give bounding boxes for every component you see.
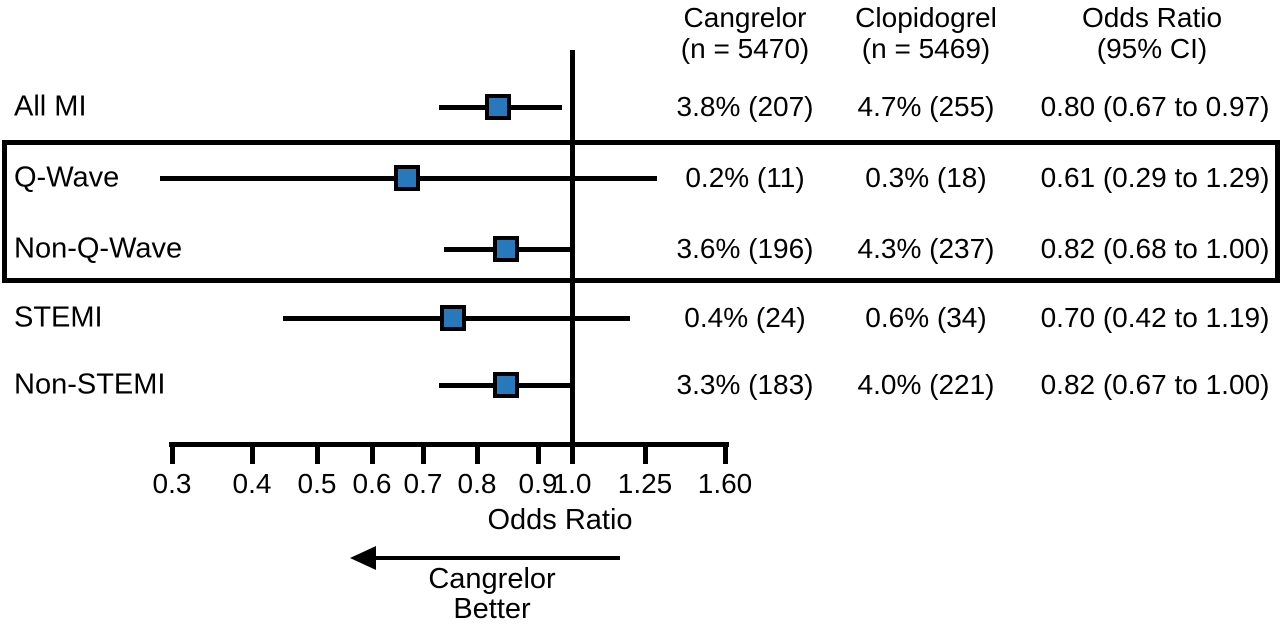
column-header-clopidogrel-line2: (n = 5469)	[861, 33, 991, 64]
direction-arrow-shaft	[372, 556, 620, 560]
cangrelor-value: 0.4% (24)	[684, 302, 806, 333]
row-label-non-stemi: Non-STEMI	[14, 368, 166, 401]
x-axis-tick-label: 0.3	[152, 468, 192, 499]
left-arrow-icon	[350, 546, 376, 570]
odds-ratio-value: 0.61 (0.29 to 1.29)	[1040, 162, 1270, 193]
or-marker	[492, 236, 519, 262]
or-marker	[484, 94, 511, 120]
x-axis-tick-label: 0.6	[352, 468, 392, 499]
x-axis-tick-label: 0.4	[232, 468, 272, 499]
column-header-clopidogrel: Clopidogrel (n = 5469)	[855, 2, 997, 64]
x-axis-tick-label: 0.7	[403, 468, 443, 499]
x-axis-tick-label: 0.5	[297, 468, 337, 499]
x-axis-tick	[535, 442, 541, 464]
or-marker	[394, 165, 421, 191]
clopidogrel-value: 4.3% (237)	[857, 233, 995, 264]
clopidogrel-value: 0.3% (18)	[865, 162, 987, 193]
cangrelor-value: 3.6% (196)	[676, 233, 814, 264]
x-axis-tick	[722, 442, 728, 464]
column-header-odds-ratio: Odds Ratio (95% CI)	[1082, 2, 1222, 64]
direction-note-line1: Cangrelor	[428, 563, 556, 595]
column-header-cangrelor: Cangrelor (n = 5470)	[681, 2, 809, 64]
row-label-all-mi: All MI	[14, 90, 87, 123]
row-label-stemi: STEMI	[14, 301, 103, 334]
row-label-non-q-wave: Non-Q-Wave	[14, 232, 183, 265]
odds-ratio-value: 0.80 (0.67 to 0.97)	[1040, 91, 1270, 122]
or-marker	[440, 305, 467, 331]
column-header-cangrelor-line1: Cangrelor	[683, 2, 807, 33]
x-axis-tick-label: 0.8	[457, 468, 497, 499]
x-axis-tick-label: 1.0	[552, 468, 592, 499]
reference-line	[570, 50, 575, 464]
column-header-cangrelor-line2: (n = 5470)	[680, 33, 810, 64]
column-header-odds-ratio-line2: (95% CI)	[1096, 33, 1208, 64]
x-axis-line	[169, 442, 729, 447]
or-marker	[492, 372, 519, 398]
subgroup-highlight-box	[2, 140, 1280, 283]
cangrelor-value: 3.8% (207)	[676, 91, 814, 122]
direction-note-line2: Better	[453, 593, 531, 624]
odds-ratio-value: 0.70 (0.42 to 1.19)	[1040, 302, 1270, 333]
odds-ratio-value: 0.82 (0.67 to 1.00)	[1040, 369, 1270, 400]
x-axis-tick	[420, 442, 426, 464]
odds-ratio-value: 0.82 (0.68 to 1.00)	[1040, 233, 1270, 264]
column-header-clopidogrel-line1: Clopidogrel	[855, 2, 997, 33]
cangrelor-value: 3.3% (183)	[676, 369, 814, 400]
column-header-odds-ratio-line1: Odds Ratio	[1081, 2, 1223, 33]
x-axis-tick	[569, 442, 575, 464]
x-axis-title: Odds Ratio	[487, 504, 633, 536]
x-axis-tick	[642, 442, 648, 464]
x-axis-tick	[474, 442, 480, 464]
x-axis-tick	[314, 442, 320, 464]
x-axis-tick-label: 0.9	[518, 468, 558, 499]
x-axis-tick-label: 1.25	[617, 468, 673, 499]
x-axis-tick-label: 1.60	[697, 468, 753, 499]
clopidogrel-value: 4.0% (221)	[857, 369, 995, 400]
x-axis-tick	[249, 442, 255, 464]
cangrelor-value: 0.2% (11)	[685, 162, 805, 193]
clopidogrel-value: 4.7% (255)	[857, 91, 995, 122]
clopidogrel-value: 0.6% (34)	[865, 302, 987, 333]
row-label-q-wave: Q-Wave	[14, 161, 120, 194]
x-axis-tick	[369, 442, 375, 464]
x-axis-tick	[169, 442, 175, 464]
